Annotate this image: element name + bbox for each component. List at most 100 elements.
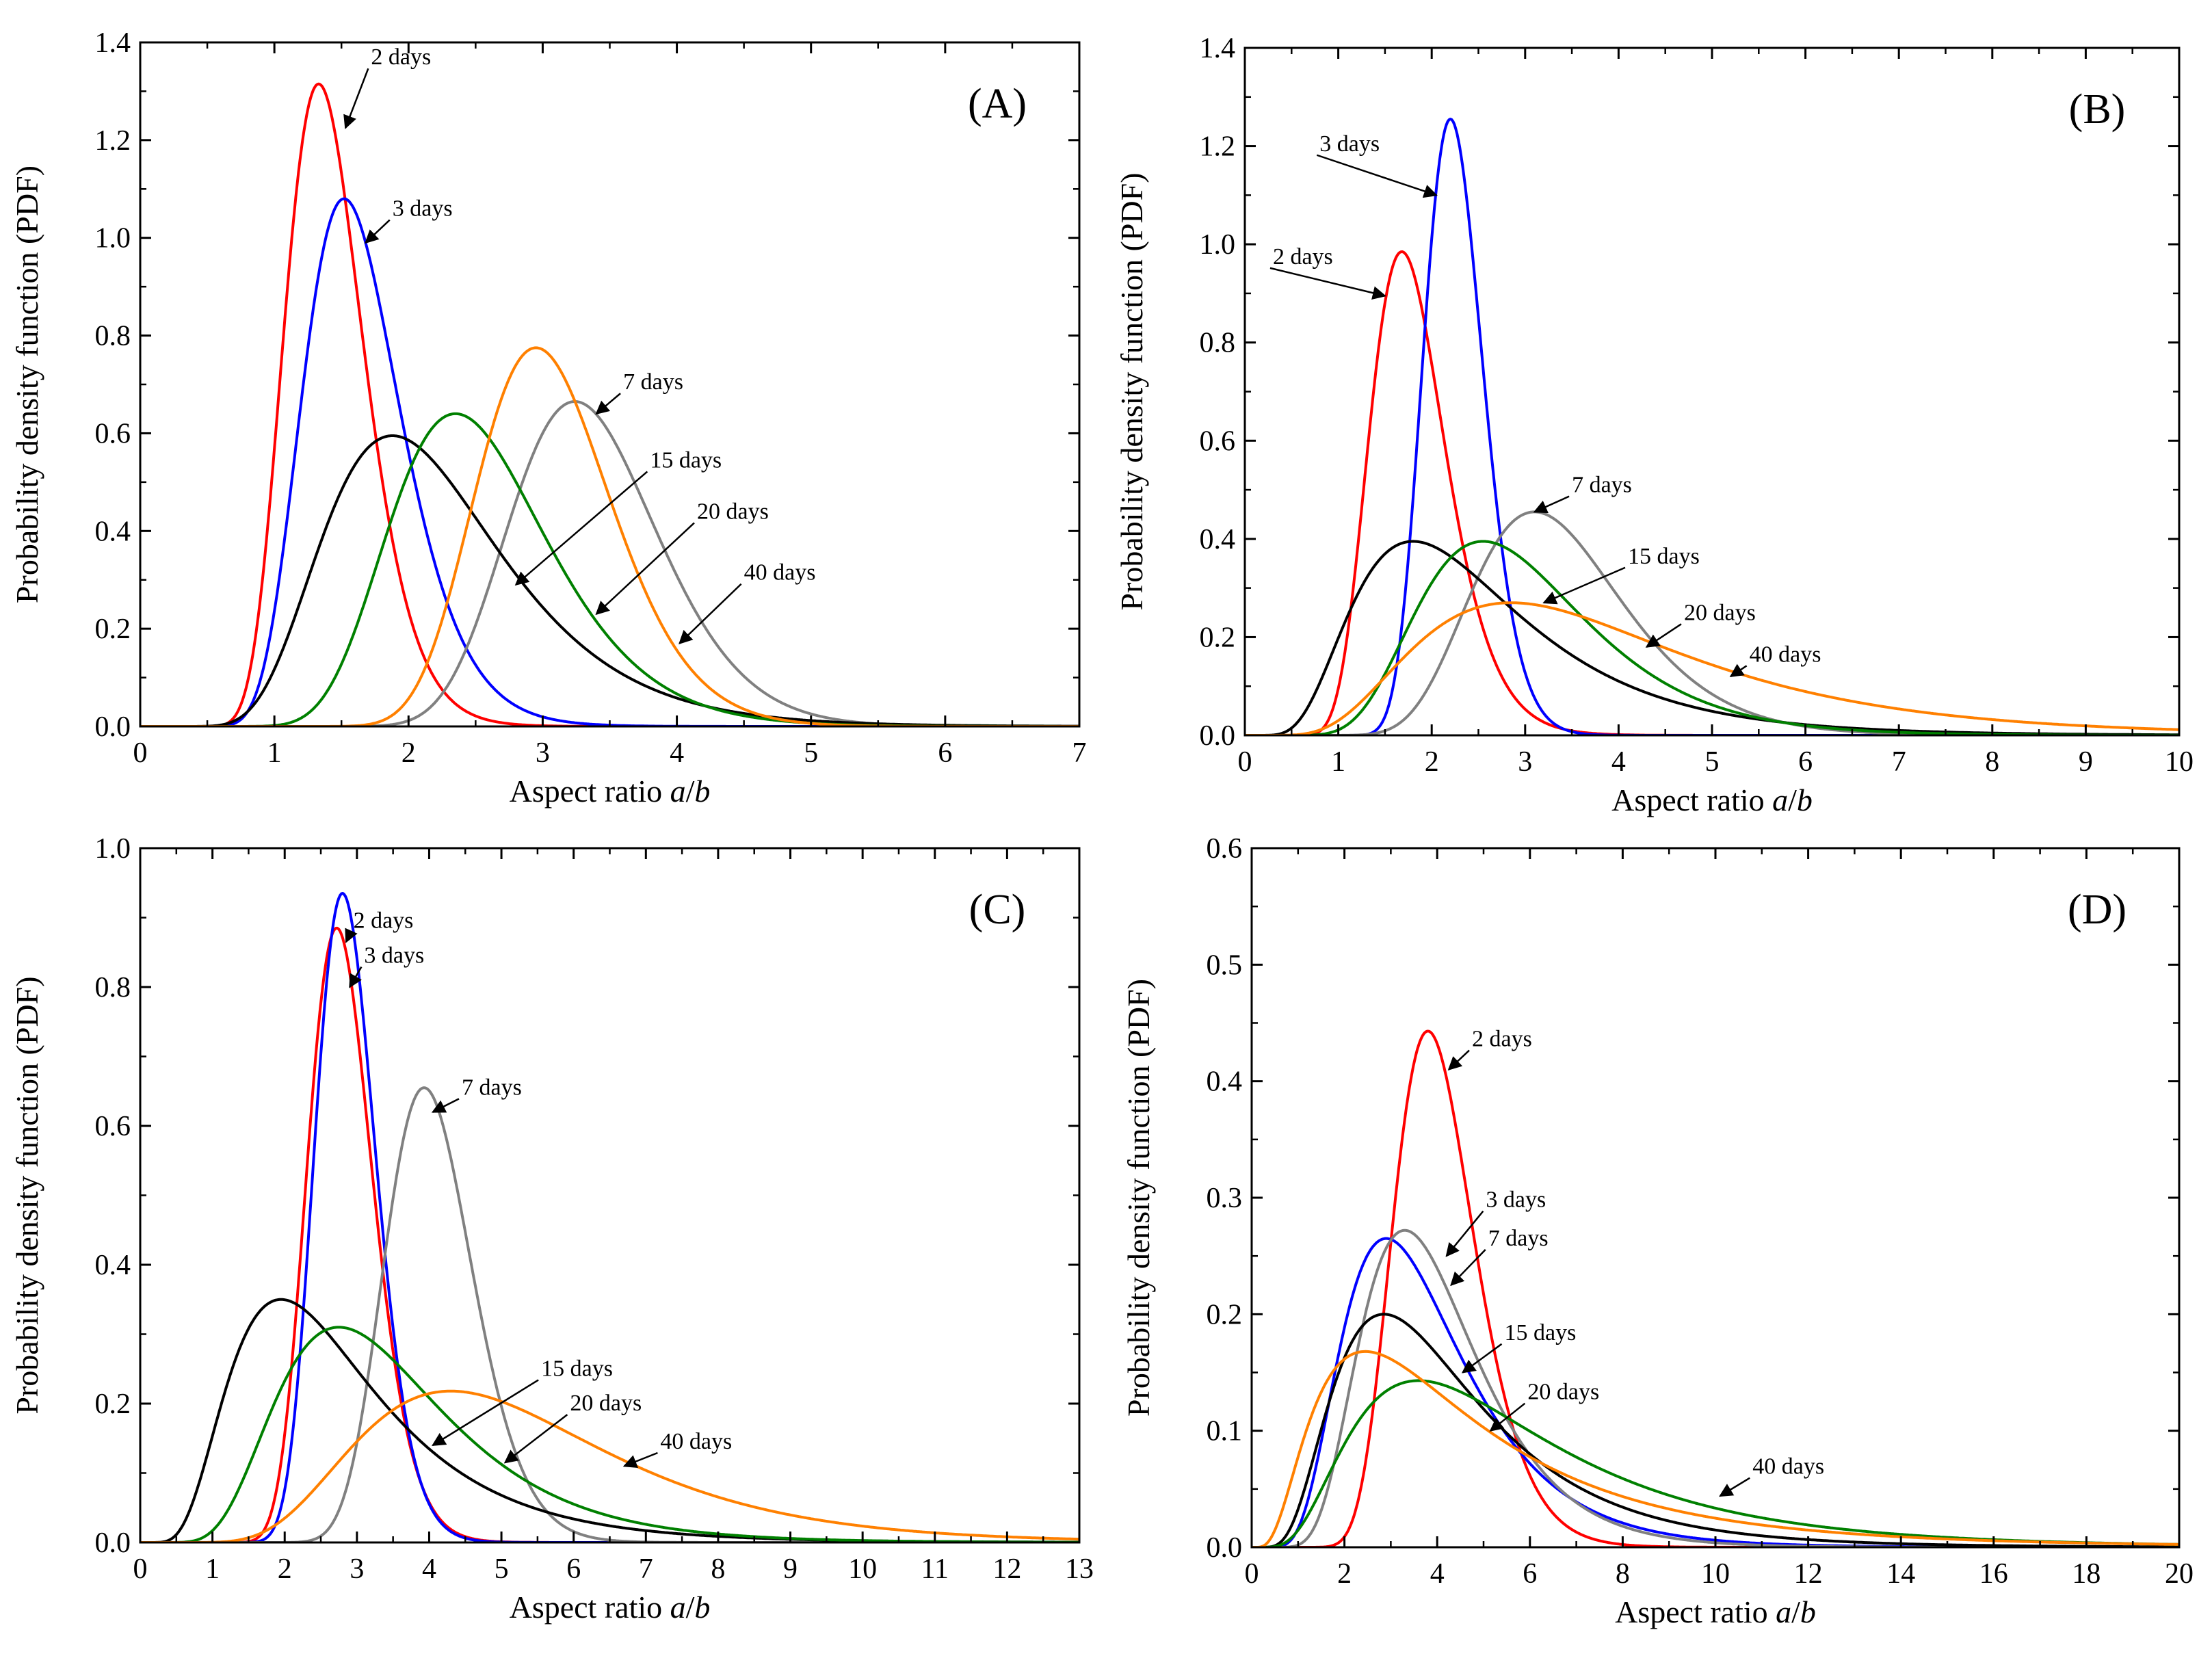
chart-panel-1: 0 1 2 3 4 5 6 7 0.0 0.2 0.4 0.6 0.8 1.0 1.2 1.4 Aspect r…	[10, 27, 1087, 809]
x-tick-label: 16	[1979, 1558, 2008, 1590]
x-tick-label: 10	[2165, 746, 2194, 778]
y-tick-label: 0.2	[95, 1389, 131, 1420]
annotation-arrow	[349, 966, 363, 988]
annotation-arrow	[1542, 566, 1626, 605]
annotation-label: 3 days	[393, 196, 453, 222]
annotation-label: 7 days	[623, 369, 683, 395]
x-tick-label: 0	[1245, 1558, 1259, 1590]
x-tick-label: 0	[133, 737, 148, 769]
x-tick-label: 4	[1611, 746, 1626, 778]
annotation-arrow	[1489, 1402, 1526, 1432]
y-tick-label: 1.0	[1200, 229, 1236, 261]
annotation-arrow	[595, 393, 621, 415]
x-tick-label: 7	[639, 1553, 653, 1585]
y-tick-label: 0.2	[1200, 622, 1236, 653]
x-tick-label: 0	[133, 1553, 148, 1585]
series-line-40-days	[1245, 601, 2179, 735]
y-tick-label: 0.6	[95, 418, 131, 449]
y-tick-label: 1.0	[95, 223, 131, 254]
annotation-arrow	[503, 1414, 568, 1464]
x-tick-label: 1	[1331, 746, 1345, 778]
annotation-arrow	[343, 68, 369, 129]
annotation-arrow	[595, 522, 695, 616]
annotation-label: 7 days	[1572, 473, 1632, 498]
y-axis-title: Probability density function (PDF)	[10, 166, 44, 603]
x-axis-title: Aspect ratio a/b	[1615, 1594, 1816, 1629]
annotation-label: 15 days	[1628, 544, 1700, 569]
annotation-arrow	[1729, 663, 1748, 677]
x-tick-label: 7	[1072, 737, 1087, 769]
x-tick-label: 5	[495, 1553, 509, 1585]
annotation-label: 15 days	[541, 1356, 613, 1381]
series-line-3-days	[1245, 118, 2179, 735]
x-tick-label: 10	[848, 1553, 877, 1585]
x-tick-label: 11	[921, 1553, 949, 1585]
y-axis-title: Probability density function (PDF)	[10, 976, 44, 1414]
annotation-arrow	[622, 1451, 658, 1469]
y-tick-label: 0.2	[95, 614, 131, 645]
annotation-label: 3 days	[1486, 1187, 1546, 1213]
annotation-label: 2 days	[354, 908, 414, 934]
x-tick-label: 12	[992, 1553, 1021, 1585]
annotation-arrow	[345, 928, 358, 943]
x-tick-label: 3	[350, 1553, 364, 1585]
x-tick-label: 7	[1892, 746, 1906, 778]
annotation-arrow	[431, 1098, 460, 1113]
x-tick-label: 2	[401, 737, 416, 769]
x-tick-label: 8	[1985, 746, 1999, 778]
annotation-label: 40 days	[660, 1429, 732, 1454]
annotation-label: 20 days	[570, 1391, 642, 1416]
annotation-arrow	[1316, 154, 1438, 198]
y-tick-label: 0.8	[1200, 328, 1236, 359]
annotation-arrow	[1450, 1248, 1486, 1287]
annotation-arrow	[1533, 495, 1570, 514]
annotation-arrow	[1269, 267, 1386, 300]
series-line-3-days	[140, 892, 1079, 1542]
x-tick-label: 5	[1705, 746, 1720, 778]
annotation-label: 2 days	[1472, 1027, 1532, 1052]
y-tick-label: 0.0	[1200, 720, 1236, 752]
annotation-arrow	[1461, 1343, 1503, 1374]
panel-label: (B)	[2069, 86, 2126, 133]
annotation-label: 20 days	[1684, 600, 1756, 625]
annotation-label: 2 days	[371, 44, 431, 70]
chart-panel-3: 0 1 2 3 4 5 6 7 8 9 10 11 12 130.00.20.40.60.81.0Aspe…	[10, 833, 1094, 1625]
y-tick-label: 1.4	[95, 27, 131, 59]
annotation-arrow	[432, 1379, 539, 1446]
x-tick-label: 10	[1701, 1558, 1730, 1590]
annotation-arrow	[1645, 623, 1682, 648]
annotation-label: 20 days	[1527, 1380, 1599, 1405]
x-tick-label: 3	[1518, 746, 1532, 778]
x-tick-label: 0	[1238, 746, 1252, 778]
x-axis-title: Aspect ratio a/b	[510, 774, 711, 809]
annotation-arrow	[365, 219, 391, 244]
y-tick-label: 0.4	[1207, 1066, 1243, 1098]
x-tick-label: 6	[1798, 746, 1813, 778]
y-tick-label: 0.5	[1207, 949, 1243, 981]
y-tick-label: 1.2	[95, 125, 131, 157]
y-tick-label: 0.3	[1207, 1183, 1243, 1214]
y-tick-label: 0.2	[1207, 1299, 1243, 1330]
panel-label: (A)	[968, 81, 1027, 127]
series-line-40-days	[140, 1389, 1079, 1542]
annotation-label: 7 days	[1488, 1226, 1549, 1251]
chart-panel-4: 0 2 4 6 8 10 12 14 16 18 20 0.0 0.1 0.2 0.3 0.4 0.5 0.6 As…	[1121, 833, 2194, 1629]
x-tick-label: 9	[783, 1553, 798, 1585]
y-tick-label: 0.0	[1207, 1532, 1243, 1564]
annotation-label: 15 days	[650, 447, 722, 473]
y-tick-label: 0.4	[95, 516, 131, 547]
y-tick-label: 0.6	[95, 1111, 131, 1142]
y-axis-title: Probability density function (PDF)	[1121, 979, 1156, 1417]
x-tick-label: 6	[566, 1553, 581, 1585]
x-axis-title: Aspect ratio a/b	[1611, 783, 1813, 817]
annotation-arrow	[514, 471, 648, 586]
x-tick-label: 2	[1337, 1558, 1352, 1590]
y-tick-label: 0.6	[1207, 833, 1243, 865]
y-tick-label: 0.4	[95, 1250, 131, 1281]
annotation-label: 40 days	[1752, 1454, 1824, 1480]
x-tick-label: 2	[1425, 746, 1439, 778]
x-tick-label: 6	[1523, 1558, 1537, 1590]
series-line-2-days	[1245, 250, 2179, 735]
x-tick-label: 1	[205, 1553, 220, 1585]
